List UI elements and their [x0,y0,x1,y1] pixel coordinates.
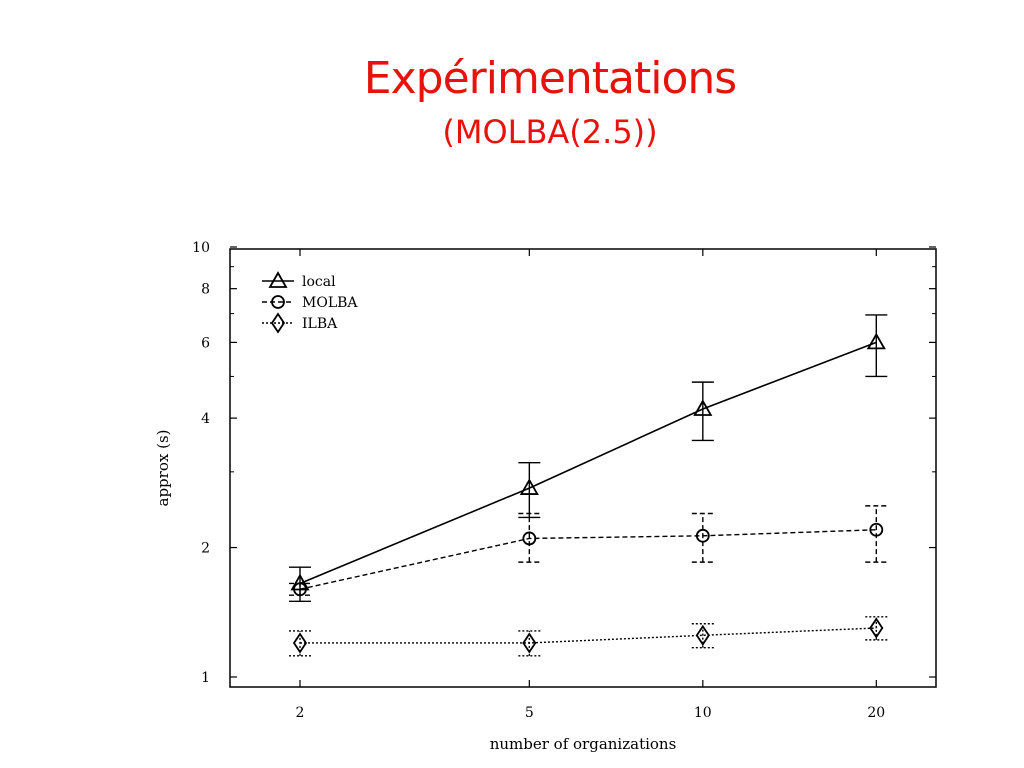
data-point-local [693,399,713,416]
y-tick-label: 10 [192,240,210,256]
y-tick-label: 1 [201,670,210,686]
legend-marker-molba [271,295,285,309]
x-tick-label: 20 [867,705,885,721]
data-point-local [290,573,310,591]
data-point-ilba [292,632,308,654]
legend-label-molba: MOLBA [302,295,358,311]
data-point-ilba [695,624,710,646]
legend-marker-ilba [270,312,286,334]
series-line-local [299,341,877,585]
series-line-ilba [300,627,877,644]
x-tick-label: 5 [525,705,534,721]
y-tick-label: 2 [201,541,210,557]
series-line-molba [299,529,877,590]
slide-subtitle: (MOLBA(2.5)) [442,113,658,151]
data-point-molba [293,582,307,597]
plot-frame [229,248,937,688]
y-tick-label: 6 [201,335,210,351]
legend-label-local: local [302,274,336,290]
data-point-molba [522,531,537,546]
data-point-local [866,332,886,350]
y-axis-label: approx (s) [154,430,172,507]
slide-title: Expérimentations [363,53,737,104]
data-point-ilba [522,632,537,654]
data-point-molba [869,522,884,537]
x-tick-label: 10 [694,705,712,721]
legend-marker-local [268,271,288,288]
x-axis-label: number of organizations [490,735,677,753]
data-point-molba [695,528,710,543]
legend-label-ilba: ILBA [302,316,338,332]
data-point-local [519,478,539,495]
y-tick-label: 4 [201,411,210,427]
data-point-ilba [869,617,884,639]
y-tick-label: 8 [201,282,210,298]
x-tick-label: 2 [296,705,305,721]
